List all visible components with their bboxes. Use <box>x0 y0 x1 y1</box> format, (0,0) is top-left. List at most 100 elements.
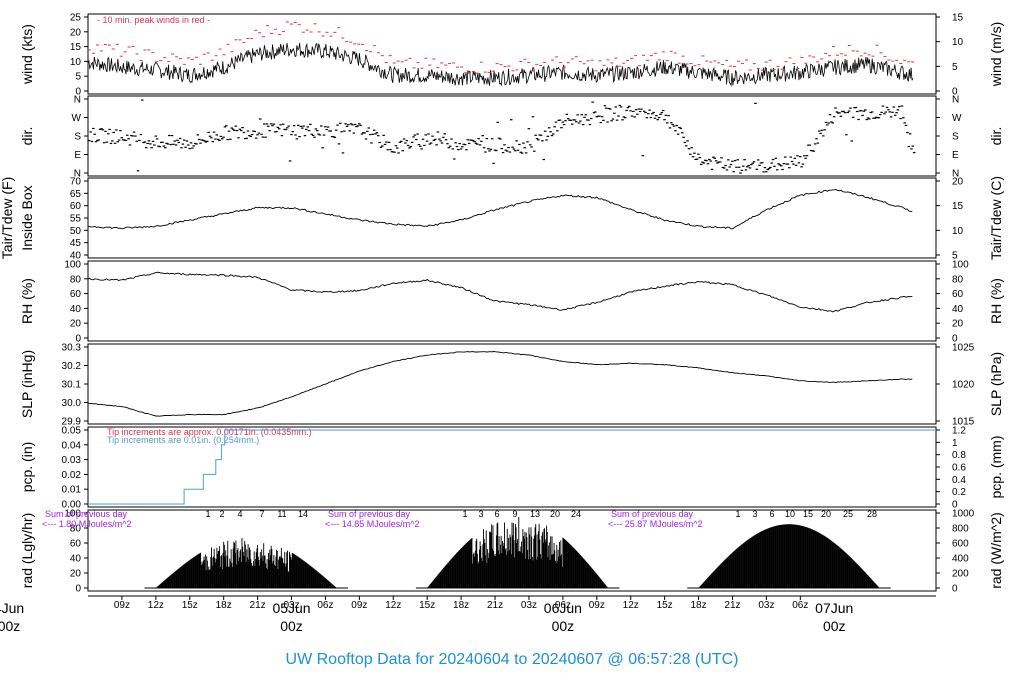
y-tick-label-right: 400 <box>952 554 969 565</box>
x-tick-label: 09z <box>589 600 605 611</box>
x-tick-label: 15z <box>419 600 435 611</box>
chart-title: UW Rooftop Data for 20240604 to 20240607… <box>286 651 739 668</box>
y-tick-label: 29.9 <box>62 417 82 428</box>
event-label: 14 <box>298 509 308 519</box>
x-tick-label: 03z <box>283 600 299 611</box>
y-tick-label: 0.05 <box>62 426 82 437</box>
y-tick-label-right: 600 <box>952 539 969 550</box>
y-tick-label-right: 20 <box>952 177 964 188</box>
panel-rh: RH (%) RH (%) 0 20 40 60 80 100 0 20 40 60 80 100 <box>19 260 1004 345</box>
y-axis-label-right: rad (W/m^2) <box>988 512 1004 589</box>
panel-pcp: pcp. (in) pcp. (mm) 0.00 0.01 0.02 0.03 0.04 0.… <box>19 426 1004 511</box>
y-tick-label: 10 <box>70 57 82 68</box>
y-tick-label: E <box>74 150 81 161</box>
y-tick-label-right: 0.6 <box>952 463 966 474</box>
y-axis-label: wind (kts) <box>19 24 35 85</box>
x-tick-label: 03z <box>758 600 774 611</box>
y-axis-label-right: SLP (hPa) <box>988 352 1004 416</box>
event-label: 13 <box>530 509 540 519</box>
panel-temp: Tair/Tdew (F) Inside Box Tair/Tdew (C) 40 45… <box>0 176 1004 262</box>
y-tick-label-right: 100 <box>952 260 969 271</box>
y-tick-label-right: 10 <box>952 226 964 237</box>
y-tick-label-right: 0.4 <box>952 475 966 486</box>
series-line-rh <box>87 271 913 313</box>
y-tick-label: 100 <box>64 509 81 520</box>
y-tick-label-right: 0 <box>952 87 958 98</box>
y-axis-label: pcp. (in) <box>19 442 35 493</box>
y-tick-label: 0.01 <box>62 485 82 496</box>
y-tick-label: 25 <box>70 13 82 24</box>
day-label-time: 00z <box>552 618 575 634</box>
y-axis-label-right: wind (m/s) <box>988 22 1004 88</box>
event-label: 6 <box>769 509 774 519</box>
y-axis-label: rad (Lgly/hr) <box>19 513 35 588</box>
peak-wind-note: - 10 min. peak winds in red - <box>97 15 210 25</box>
y-tick-label: W <box>72 113 82 124</box>
x-tick-label: 09z <box>351 600 367 611</box>
event-label: 9 <box>512 509 517 519</box>
daily-sum-value: <--- 14.85 MJoules/m^2 <box>325 519 420 529</box>
y-tick-label-right: 5 <box>952 251 958 262</box>
y-tick-label: 30.2 <box>62 361 82 372</box>
y-tick-label: 55 <box>70 214 82 225</box>
series-line-wind <box>87 42 914 87</box>
y-tick-label: N <box>74 169 81 180</box>
x-tick-label: 18z <box>690 600 706 611</box>
y-tick-label-right: E <box>952 150 959 161</box>
x-tick-label: 06z <box>555 600 571 611</box>
y-tick-label: 20 <box>70 569 82 580</box>
y-tick-label-right: 1.2 <box>952 426 966 437</box>
y-axis-label-right: pcp. (mm) <box>988 436 1004 499</box>
series-line-slp <box>87 351 913 417</box>
day-label-date: 4Jun <box>0 600 24 616</box>
pcp-note-approx: Tip increments are approx. 0.00171in. (0… <box>107 427 312 437</box>
daily-sum-value: <--- 1.80 MJoules/m^2 <box>42 519 132 529</box>
day-label-date: 05Jun <box>272 600 310 616</box>
y-tick-label: N <box>74 95 81 106</box>
event-label: 2 <box>219 509 224 519</box>
y-tick-label: 0 <box>75 87 81 98</box>
y-tick-label: 80 <box>70 274 82 285</box>
x-tick-label: 18z <box>216 600 232 611</box>
event-label: 3 <box>752 509 757 519</box>
y-tick-label: 15 <box>70 42 82 53</box>
y-tick-label: 20 <box>70 319 82 330</box>
x-tick-label: 06z <box>317 600 333 611</box>
y-tick-label-right: N <box>952 95 959 106</box>
y-tick-label-right: 0.8 <box>952 450 966 461</box>
y-tick-label: 60 <box>70 201 82 212</box>
y-axis-label: dir. <box>19 127 35 146</box>
x-tick-label: 15z <box>657 600 673 611</box>
pcp-note-tip: Tip increments are 0.01in. (0.254mm.) <box>107 435 259 445</box>
panel-rad: rad (Lgly/hr) rad (W/m^2)0204060801000200… <box>19 509 1004 595</box>
y-tick-label-right: W <box>952 113 962 124</box>
y-tick-label: 50 <box>70 226 82 237</box>
event-label: 1 <box>205 509 210 519</box>
x-tick-label: 03z <box>521 600 537 611</box>
y-tick-label-right: 800 <box>952 524 969 535</box>
day-label-date: 07Jun <box>815 600 853 616</box>
x-tick-label: 12z <box>148 600 164 611</box>
y-axis-label-right: RH (%) <box>988 278 1004 324</box>
panel-frame <box>87 343 937 425</box>
series-line-temp <box>87 189 913 230</box>
x-tick-label: 21z <box>250 600 266 611</box>
x-axis: 09z 12z 15z 18z 21z 03z 06z 09z 12z 15z 18z 21z 03z 0… <box>0 595 936 634</box>
y-tick-label: 45 <box>70 238 82 249</box>
y-tick-label: 30.1 <box>62 380 82 391</box>
panel-frame <box>87 13 937 95</box>
y-axis-label: RH (%) <box>19 278 35 324</box>
daily-sum-label: Sum of previous day <box>611 509 694 519</box>
y-tick-label: 65 <box>70 189 82 200</box>
y-tick-label: 0.03 <box>62 455 82 466</box>
y-tick-label-right: 0 <box>952 500 958 511</box>
y-tick-label: 0.00 <box>62 500 82 511</box>
panel-frame <box>87 95 937 177</box>
x-tick-label: 15z <box>182 600 198 611</box>
y-tick-label-right: 60 <box>952 289 964 300</box>
y-tick-label-right: 0.2 <box>952 487 966 498</box>
y-axis-label-right: dir. <box>988 127 1004 146</box>
y-tick-label-right: 80 <box>952 274 964 285</box>
y-tick-label-right: 5 <box>952 62 958 73</box>
